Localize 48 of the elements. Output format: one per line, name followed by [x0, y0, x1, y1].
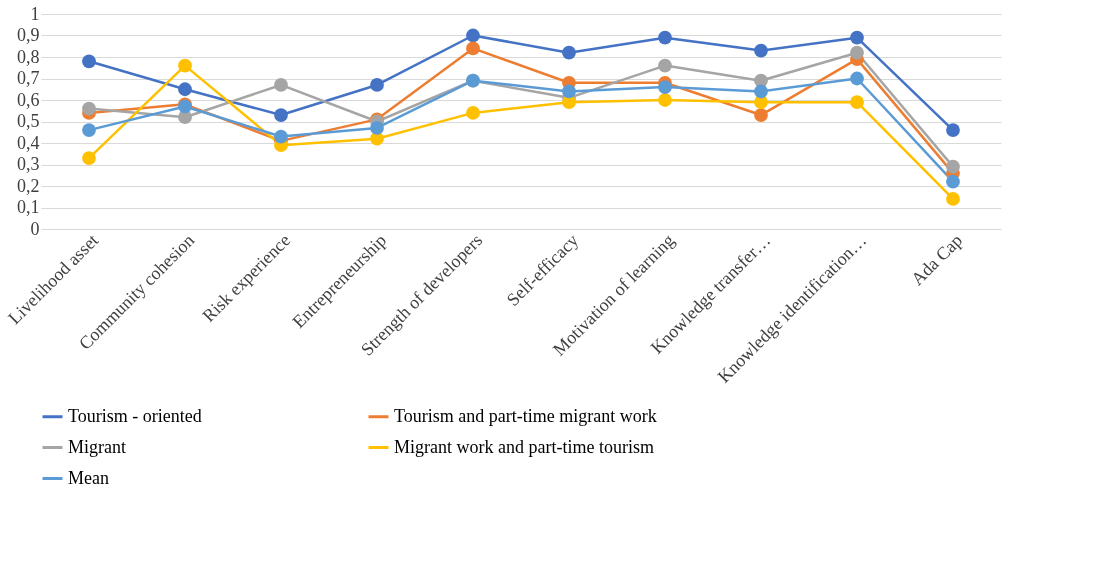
- point: [178, 82, 192, 97]
- y-tick-label: 0,5: [17, 111, 40, 131]
- point: [466, 106, 480, 120]
- x-tick-label: Ada Cap: [907, 230, 967, 290]
- point: [946, 159, 960, 174]
- point: [658, 93, 672, 107]
- y-tick-label: 0,4: [17, 132, 40, 153]
- point: [274, 108, 288, 122]
- y-tick-label: 0,1: [17, 197, 40, 217]
- legend-label: Mean: [68, 467, 109, 488]
- point: [274, 129, 288, 144]
- point: [658, 80, 672, 94]
- point: [82, 101, 96, 116]
- point: [946, 123, 960, 137]
- y-tick-label: 0,3: [17, 154, 40, 174]
- point: [850, 71, 864, 86]
- point: [370, 121, 384, 135]
- point: [178, 58, 192, 73]
- point: [562, 84, 576, 99]
- point: [754, 43, 768, 58]
- point: [754, 108, 768, 122]
- point: [658, 30, 672, 45]
- point: [754, 84, 768, 99]
- legend-label: Tourism - oriented: [68, 405, 202, 426]
- y-tick-label: 1: [30, 3, 40, 24]
- point: [850, 45, 864, 60]
- y-tick-label: 0,2: [17, 175, 40, 196]
- y-tick-label: 0,8: [17, 46, 40, 67]
- point: [466, 28, 480, 43]
- point: [946, 192, 960, 206]
- y-tick-label: 0,7: [17, 68, 40, 88]
- y-tick-label: 0,9: [17, 25, 40, 45]
- point: [370, 78, 384, 92]
- y-tick-label: 0,6: [17, 89, 40, 110]
- point: [82, 123, 96, 137]
- point: [274, 78, 288, 92]
- point: [850, 95, 864, 110]
- point: [658, 58, 672, 73]
- legend-label: Migrant: [68, 436, 126, 457]
- point: [82, 151, 96, 165]
- point: [946, 174, 960, 189]
- point: [562, 45, 576, 60]
- legend-label: Tourism and part-time migrant work: [394, 405, 657, 426]
- point: [466, 41, 480, 56]
- y-tick-label: 0: [30, 218, 40, 239]
- legend-label: Migrant work and part-time tourism: [394, 436, 654, 457]
- point: [850, 30, 864, 45]
- point: [82, 54, 96, 69]
